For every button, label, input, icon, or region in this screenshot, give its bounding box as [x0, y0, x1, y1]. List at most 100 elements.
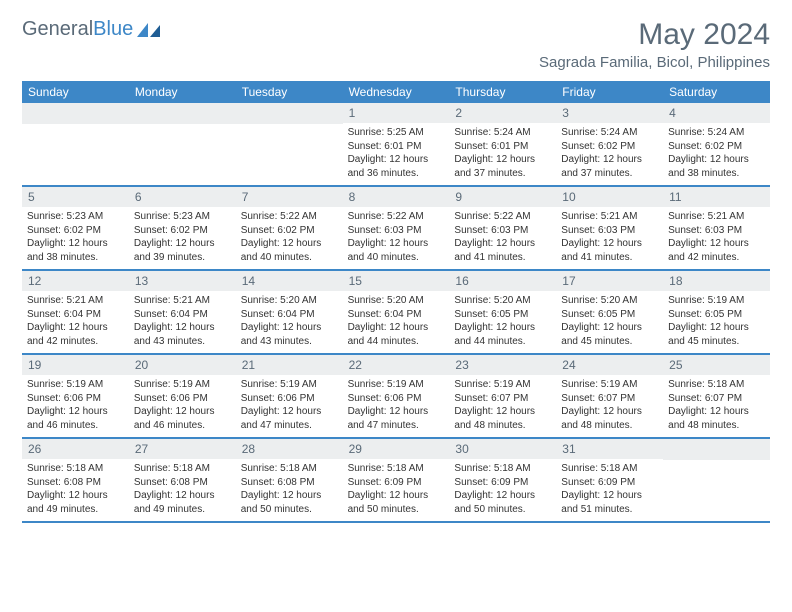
day-cell: 16Sunrise: 5:20 AMSunset: 6:05 PMDayligh… [449, 271, 556, 353]
daylight-line: Daylight: 12 hours and 49 minutes. [27, 489, 124, 516]
day-number: 12 [22, 271, 129, 291]
day-detail: Sunrise: 5:19 AMSunset: 6:06 PMDaylight:… [236, 375, 343, 437]
day-cell: 2Sunrise: 5:24 AMSunset: 6:01 PMDaylight… [449, 103, 556, 185]
day-number: 16 [449, 271, 556, 291]
sunset-line: Sunset: 6:04 PM [134, 308, 231, 322]
day-detail: Sunrise: 5:20 AMSunset: 6:05 PMDaylight:… [449, 291, 556, 353]
sunset-line: Sunset: 6:05 PM [561, 308, 658, 322]
sunrise-line: Sunrise: 5:19 AM [27, 378, 124, 392]
day-number: 2 [449, 103, 556, 123]
day-detail: Sunrise: 5:19 AMSunset: 6:06 PMDaylight:… [22, 375, 129, 437]
sunrise-line: Sunrise: 5:21 AM [668, 210, 765, 224]
sunset-line: Sunset: 6:03 PM [348, 224, 445, 238]
daylight-line: Daylight: 12 hours and 40 minutes. [348, 237, 445, 264]
day-header: Thursday [449, 81, 556, 103]
location-subtitle: Sagrada Familia, Bicol, Philippines [539, 54, 770, 71]
sunrise-line: Sunrise: 5:18 AM [668, 378, 765, 392]
sunset-line: Sunset: 6:07 PM [668, 392, 765, 406]
day-number: 10 [556, 187, 663, 207]
day-cell: 25Sunrise: 5:18 AMSunset: 6:07 PMDayligh… [663, 355, 770, 437]
day-cell: 18Sunrise: 5:19 AMSunset: 6:05 PMDayligh… [663, 271, 770, 353]
sunrise-line: Sunrise: 5:21 AM [27, 294, 124, 308]
daylight-line: Daylight: 12 hours and 36 minutes. [348, 153, 445, 180]
sunrise-line: Sunrise: 5:22 AM [241, 210, 338, 224]
day-number: 24 [556, 355, 663, 375]
day-cell: 3Sunrise: 5:24 AMSunset: 6:02 PMDaylight… [556, 103, 663, 185]
day-cell: 13Sunrise: 5:21 AMSunset: 6:04 PMDayligh… [129, 271, 236, 353]
day-cell: 8Sunrise: 5:22 AMSunset: 6:03 PMDaylight… [343, 187, 450, 269]
sunrise-line: Sunrise: 5:19 AM [454, 378, 551, 392]
calendar-grid: SundayMondayTuesdayWednesdayThursdayFrid… [22, 81, 770, 523]
daylight-line: Daylight: 12 hours and 46 minutes. [134, 405, 231, 432]
daylight-line: Daylight: 12 hours and 49 minutes. [134, 489, 231, 516]
day-number: 26 [22, 439, 129, 459]
week-row: 1Sunrise: 5:25 AMSunset: 6:01 PMDaylight… [22, 103, 770, 187]
day-number: 30 [449, 439, 556, 459]
sunrise-line: Sunrise: 5:19 AM [561, 378, 658, 392]
logo-text: GeneralBlue [22, 18, 133, 41]
day-detail: Sunrise: 5:21 AMSunset: 6:04 PMDaylight:… [22, 291, 129, 353]
day-cell: 9Sunrise: 5:22 AMSunset: 6:03 PMDaylight… [449, 187, 556, 269]
day-detail: Sunrise: 5:21 AMSunset: 6:03 PMDaylight:… [663, 207, 770, 269]
sunset-line: Sunset: 6:06 PM [241, 392, 338, 406]
day-number: 18 [663, 271, 770, 291]
daylight-line: Daylight: 12 hours and 40 minutes. [241, 237, 338, 264]
sunrise-line: Sunrise: 5:24 AM [561, 126, 658, 140]
sunset-line: Sunset: 6:07 PM [561, 392, 658, 406]
daylight-line: Daylight: 12 hours and 39 minutes. [134, 237, 231, 264]
sunset-line: Sunset: 6:02 PM [561, 140, 658, 154]
sunrise-line: Sunrise: 5:21 AM [134, 294, 231, 308]
day-header: Friday [556, 81, 663, 103]
sunset-line: Sunset: 6:06 PM [27, 392, 124, 406]
day-number: 23 [449, 355, 556, 375]
day-number: 14 [236, 271, 343, 291]
daylight-line: Daylight: 12 hours and 50 minutes. [241, 489, 338, 516]
daylight-line: Daylight: 12 hours and 43 minutes. [134, 321, 231, 348]
day-detail: Sunrise: 5:19 AMSunset: 6:07 PMDaylight:… [449, 375, 556, 437]
day-detail: Sunrise: 5:18 AMSunset: 6:09 PMDaylight:… [449, 459, 556, 521]
sunrise-line: Sunrise: 5:23 AM [27, 210, 124, 224]
sunrise-line: Sunrise: 5:25 AM [348, 126, 445, 140]
day-cell: 23Sunrise: 5:19 AMSunset: 6:07 PMDayligh… [449, 355, 556, 437]
sunrise-line: Sunrise: 5:18 AM [348, 462, 445, 476]
week-row: 5Sunrise: 5:23 AMSunset: 6:02 PMDaylight… [22, 187, 770, 271]
daylight-line: Daylight: 12 hours and 37 minutes. [454, 153, 551, 180]
day-header: Saturday [663, 81, 770, 103]
day-header: Tuesday [236, 81, 343, 103]
daylight-line: Daylight: 12 hours and 42 minutes. [668, 237, 765, 264]
day-detail: Sunrise: 5:20 AMSunset: 6:04 PMDaylight:… [343, 291, 450, 353]
page-header: GeneralBlue May 2024 Sagrada Familia, Bi… [22, 18, 770, 71]
day-cell: 11Sunrise: 5:21 AMSunset: 6:03 PMDayligh… [663, 187, 770, 269]
sunrise-line: Sunrise: 5:20 AM [241, 294, 338, 308]
week-row: 12Sunrise: 5:21 AMSunset: 6:04 PMDayligh… [22, 271, 770, 355]
daylight-line: Daylight: 12 hours and 48 minutes. [454, 405, 551, 432]
sunrise-line: Sunrise: 5:19 AM [134, 378, 231, 392]
day-number: 22 [343, 355, 450, 375]
sunrise-line: Sunrise: 5:20 AM [561, 294, 658, 308]
day-cell: 26Sunrise: 5:18 AMSunset: 6:08 PMDayligh… [22, 439, 129, 521]
day-cell: 30Sunrise: 5:18 AMSunset: 6:09 PMDayligh… [449, 439, 556, 521]
day-cell: 14Sunrise: 5:20 AMSunset: 6:04 PMDayligh… [236, 271, 343, 353]
sunrise-line: Sunrise: 5:18 AM [241, 462, 338, 476]
day-number: 19 [22, 355, 129, 375]
day-cell: 1Sunrise: 5:25 AMSunset: 6:01 PMDaylight… [343, 103, 450, 185]
day-header: Sunday [22, 81, 129, 103]
day-cell: 28Sunrise: 5:18 AMSunset: 6:08 PMDayligh… [236, 439, 343, 521]
day-detail: Sunrise: 5:20 AMSunset: 6:04 PMDaylight:… [236, 291, 343, 353]
day-number: 8 [343, 187, 450, 207]
day-number: 31 [556, 439, 663, 459]
day-number: 28 [236, 439, 343, 459]
day-number [663, 439, 770, 460]
sunset-line: Sunset: 6:07 PM [454, 392, 551, 406]
daylight-line: Daylight: 12 hours and 41 minutes. [561, 237, 658, 264]
day-number: 29 [343, 439, 450, 459]
sunset-line: Sunset: 6:01 PM [454, 140, 551, 154]
day-number: 20 [129, 355, 236, 375]
sunset-line: Sunset: 6:09 PM [561, 476, 658, 490]
sunrise-line: Sunrise: 5:20 AM [348, 294, 445, 308]
day-cell: 19Sunrise: 5:19 AMSunset: 6:06 PMDayligh… [22, 355, 129, 437]
daylight-line: Daylight: 12 hours and 47 minutes. [241, 405, 338, 432]
sunset-line: Sunset: 6:04 PM [348, 308, 445, 322]
day-number: 27 [129, 439, 236, 459]
day-number: 4 [663, 103, 770, 123]
